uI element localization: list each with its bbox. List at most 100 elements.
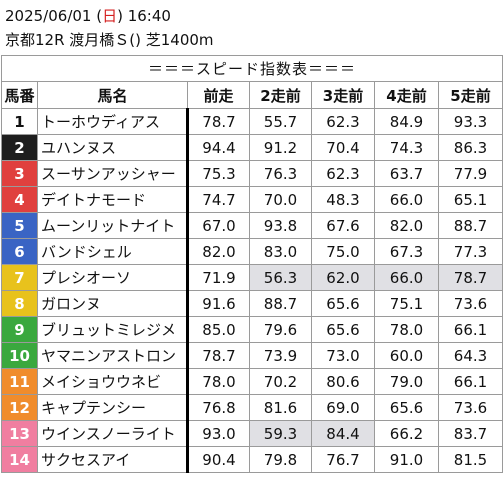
speed-index-value: 80.6 — [311, 368, 375, 395]
speed-index-value: 84.9 — [374, 108, 439, 135]
horse-number: 3 — [1, 160, 38, 187]
table-row: 11 メイショウウネビ 78.0 70.2 80.6 79.0 66.1 — [1, 368, 503, 395]
horse-number: 2 — [1, 134, 38, 161]
speed-index-value: 78.0 — [374, 316, 439, 343]
horse-name: サクセスアイ — [37, 446, 189, 473]
speed-index-value: 66.1 — [438, 316, 503, 343]
speed-index-value: 88.7 — [438, 212, 503, 239]
speed-index-value: 62.3 — [311, 108, 375, 135]
speed-index-value: 60.0 — [374, 342, 439, 369]
table-row: 14 サクセスアイ 90.4 79.8 76.7 91.0 81.5 — [1, 446, 503, 473]
speed-index-value: 93.3 — [438, 108, 503, 135]
horse-number: 10 — [1, 342, 38, 369]
horse-number: 6 — [1, 238, 38, 265]
table-row: 12 キャプテンシー 76.8 81.6 69.0 65.6 73.6 — [1, 394, 503, 421]
speed-index-value: 93.8 — [249, 212, 312, 239]
table-row: 7 プレシオーソ 71.9 56.3 62.0 66.0 78.7 — [1, 264, 503, 291]
speed-index-value: 73.0 — [311, 342, 375, 369]
speed-index-value: 94.4 — [187, 134, 250, 161]
speed-index-value: 59.3 — [249, 420, 312, 447]
horse-name: キャプテンシー — [37, 394, 189, 421]
column-header-row: 馬番 馬名 前走 2走前 3走前 4走前 5走前 — [1, 81, 503, 109]
speed-index-value: 65.1 — [438, 186, 503, 213]
speed-index-value: 91.2 — [249, 134, 312, 161]
speed-index-value: 62.3 — [311, 160, 375, 187]
speed-index-value: 67.0 — [187, 212, 250, 239]
speed-index-value: 77.3 — [438, 238, 503, 265]
horse-number: 8 — [1, 290, 38, 317]
speed-index-value: 93.0 — [187, 420, 250, 447]
date-prefix: 2025/06/01 ( — [5, 7, 103, 25]
horse-name: ブリュットミレジメ — [37, 316, 189, 343]
speed-index-value: 55.7 — [249, 108, 312, 135]
column-header-last: 前走 — [187, 81, 250, 109]
speed-index-value: 67.3 — [374, 238, 439, 265]
column-header-3prev: 3走前 — [311, 81, 375, 109]
table-row: 4 デイトナモード 74.7 70.0 48.3 66.0 65.1 — [1, 186, 503, 213]
table-row: 10 ヤマニンアストロン 78.7 73.9 73.0 60.0 64.3 — [1, 342, 503, 369]
horse-number: 14 — [1, 446, 38, 473]
speed-index-value: 76.8 — [187, 394, 250, 421]
table-row: 6 バンドシェル 82.0 83.0 75.0 67.3 77.3 — [1, 238, 503, 265]
table-row: 3 スーサンアッシャー 75.3 76.3 62.3 63.7 77.9 — [1, 160, 503, 187]
speed-index-value: 48.3 — [311, 186, 375, 213]
speed-index-value: 81.6 — [249, 394, 312, 421]
horse-name: ウインスノーライト — [37, 420, 189, 447]
speed-index-value: 78.7 — [187, 342, 250, 369]
speed-index-value: 65.6 — [311, 290, 375, 317]
horse-number: 4 — [1, 186, 38, 213]
speed-index-value: 63.7 — [374, 160, 439, 187]
speed-index-value: 73.9 — [249, 342, 312, 369]
horse-name: ユハンヌス — [37, 134, 189, 161]
speed-index-table: ＝＝＝スピード指数表＝＝＝ 馬番 馬名 前走 2走前 3走前 4走前 5走前 1… — [1, 55, 503, 473]
speed-index-value: 82.0 — [374, 212, 439, 239]
horse-name: スーサンアッシャー — [37, 160, 189, 187]
speed-index-value: 86.3 — [438, 134, 503, 161]
speed-index-value: 91.0 — [374, 446, 439, 473]
speed-index-value: 70.4 — [311, 134, 375, 161]
speed-index-value: 71.9 — [187, 264, 250, 291]
table-body: 1 トーホウディアス 78.7 55.7 62.3 84.9 93.3 2 ユハンヌス 94.4 9… — [1, 108, 503, 473]
table-row: 1 トーホウディアス 78.7 55.7 62.3 84.9 93.3 — [1, 108, 503, 135]
speed-index-value: 65.6 — [311, 316, 375, 343]
horse-name: ムーンリットナイト — [37, 212, 189, 239]
speed-index-value: 81.5 — [438, 446, 503, 473]
speed-index-value: 67.6 — [311, 212, 375, 239]
speed-index-value: 91.6 — [187, 290, 250, 317]
horse-name: デイトナモード — [37, 186, 189, 213]
horse-number: 13 — [1, 420, 38, 447]
weekday: 日 — [102, 7, 118, 25]
speed-index-value: 65.6 — [374, 394, 439, 421]
horse-number: 7 — [1, 264, 38, 291]
speed-index-value: 69.0 — [311, 394, 375, 421]
speed-index-value: 84.4 — [311, 420, 375, 447]
horse-number: 11 — [1, 368, 38, 395]
table-row: 13 ウインスノーライト 93.0 59.3 84.4 66.2 83.7 — [1, 420, 503, 447]
table-row: 8 ガロンヌ 91.6 88.7 65.6 75.1 73.6 — [1, 290, 503, 317]
speed-index-value: 66.0 — [374, 186, 439, 213]
column-header-number: 馬番 — [1, 81, 38, 109]
speed-index-value: 74.7 — [187, 186, 250, 213]
speed-index-value: 66.1 — [438, 368, 503, 395]
speed-index-value: 62.0 — [311, 264, 375, 291]
speed-index-value: 70.2 — [249, 368, 312, 395]
speed-index-value: 83.7 — [438, 420, 503, 447]
speed-index-value: 66.2 — [374, 420, 439, 447]
speed-index-value: 56.3 — [249, 264, 312, 291]
speed-index-value: 82.0 — [187, 238, 250, 265]
table-row: 5 ムーンリットナイト 67.0 93.8 67.6 82.0 88.7 — [1, 212, 503, 239]
horse-number: 9 — [1, 316, 38, 343]
speed-index-value: 75.1 — [374, 290, 439, 317]
speed-index-value: 77.9 — [438, 160, 503, 187]
speed-index-value: 64.3 — [438, 342, 503, 369]
column-header-4prev: 4走前 — [374, 81, 439, 109]
column-header-5prev: 5走前 — [438, 81, 503, 109]
horse-number: 1 — [1, 108, 38, 135]
horse-name: プレシオーソ — [37, 264, 189, 291]
speed-index-value: 79.0 — [374, 368, 439, 395]
speed-index-value: 78.7 — [438, 264, 503, 291]
speed-index-value: 79.8 — [249, 446, 312, 473]
table-row: 2 ユハンヌス 94.4 91.2 70.4 74.3 86.3 — [1, 134, 503, 161]
date-suffix: ) 16:40 — [117, 7, 171, 25]
horse-number: 5 — [1, 212, 38, 239]
